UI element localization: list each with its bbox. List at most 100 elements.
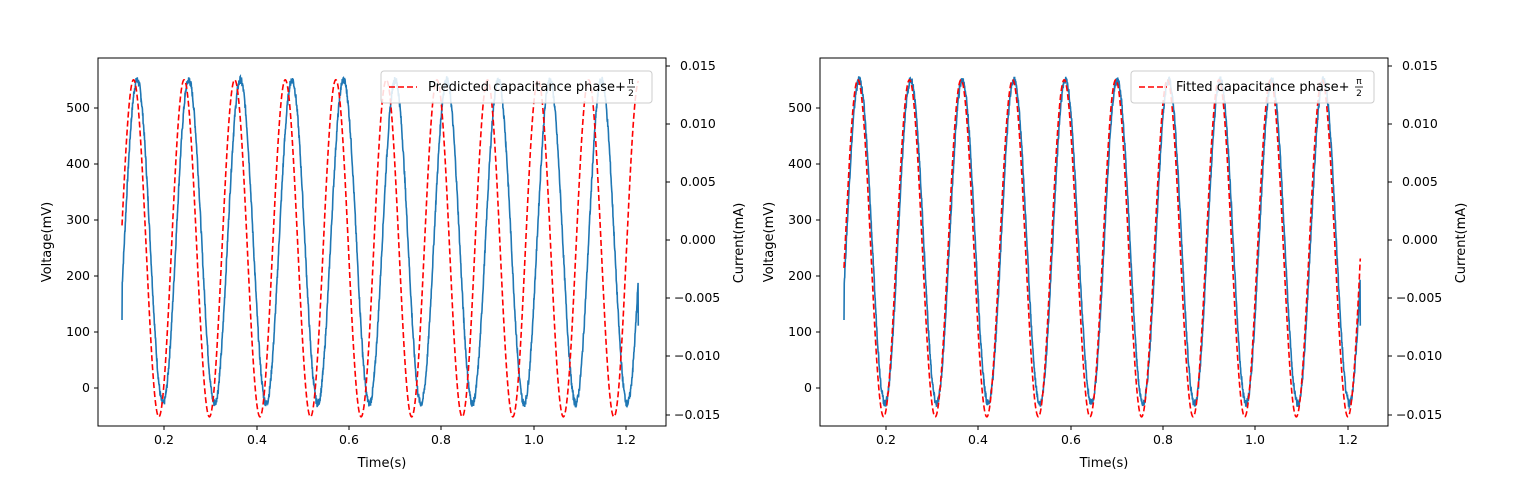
y-tick-label: 500	[788, 100, 812, 115]
x-tick-right: 0.2	[876, 426, 896, 447]
legend-math-denominator: 2	[628, 89, 634, 99]
y-tick-label-right: 0.005	[1402, 174, 1438, 189]
y-tick-label-right: −0.015	[674, 407, 720, 422]
legend-entry: Predicted capacitance phase+	[428, 80, 626, 95]
y-tick-left: 100	[66, 324, 98, 339]
x-axis-label-right: Time(s)	[1079, 456, 1129, 471]
x-axis-label-left: Time(s)	[357, 456, 407, 471]
y-tick-label: 400	[66, 156, 90, 171]
y-tick-left: 400	[788, 156, 820, 171]
y-axis-label-left: Voltage(mV)	[40, 202, 55, 282]
y-tick-left: 200	[66, 268, 98, 283]
x-tick-label: 0.8	[431, 432, 451, 447]
y-tick-right: 0.015	[1388, 58, 1438, 73]
y-tick-label-right: 0.005	[680, 174, 716, 189]
y-tick-right: 0.005	[1388, 174, 1438, 189]
x-tick-right: 1.2	[1338, 426, 1358, 447]
y-tick-left: 500	[66, 100, 98, 115]
y-tick-right: −0.005	[666, 290, 720, 305]
y-tick-label-right: 0.015	[680, 58, 716, 73]
y-tick-label: 200	[66, 268, 90, 283]
y-axis-label-left: Voltage(mV)	[762, 202, 777, 282]
y-tick-label-right: −0.010	[674, 348, 720, 363]
y-tick-label: 300	[66, 212, 90, 227]
y-tick-label-right: 0.000	[680, 232, 716, 247]
x-tick-left: 1.2	[616, 426, 636, 447]
legend-box	[1130, 70, 1375, 104]
chart-left: 0.2 0.4 0.6 0.8 1.0 1.2 Time(s) 0 100 20…	[40, 57, 747, 471]
y-axis-label-right: Current(mA)	[732, 203, 747, 284]
x-axis-right: 0.2 0.4 0.6 0.8 1.0 1.2 Time(s)	[876, 426, 1358, 471]
x-tick-left: 0.4	[247, 426, 267, 447]
x-tick-label: 1.2	[616, 432, 636, 447]
x-tick-label: 1.0	[1245, 432, 1265, 447]
y-tick-right: −0.010	[666, 348, 720, 363]
legend-math-numerator: π	[1356, 77, 1362, 87]
current-series-right	[843, 78, 1362, 418]
plot-frame-left	[97, 57, 667, 427]
y-tick-right: −0.005	[1388, 290, 1442, 305]
legend-left: Predicted capacitance phase+ π 2	[380, 70, 653, 104]
y-tick-label: 0	[804, 380, 812, 395]
y-tick-label-right: −0.010	[1396, 348, 1442, 363]
x-tick-label: 0.4	[247, 432, 267, 447]
y-tick-label-right: 0.015	[1402, 58, 1438, 73]
y-tick-label-right: −0.005	[1396, 290, 1442, 305]
plot-area-right	[819, 57, 1389, 427]
x-tick-left: 0.8	[431, 426, 451, 447]
x-tick-label: 1.2	[1338, 432, 1358, 447]
y-tick-label: 400	[788, 156, 812, 171]
y-axis-left-chart-left: 0 100 200 300 400 500 Voltage(mV)	[40, 100, 98, 395]
y-axis-right-chart-left: −0.015 −0.010 −0.005 0.000 0.005 0.010 0…	[666, 58, 747, 422]
x-tick-right: 0.4	[968, 426, 988, 447]
y-tick-left: 300	[66, 212, 98, 227]
y-tick-label: 0	[82, 380, 90, 395]
chart-right: 0.2 0.4 0.6 0.8 1.0 1.2 Time(s) 0 100 20…	[762, 57, 1469, 471]
y-axis-right-chart-right: −0.015 −0.010 −0.005 0.000 0.005 0.010 0…	[1388, 58, 1469, 422]
y-tick-right: 0.010	[666, 116, 716, 131]
y-tick-label: 200	[788, 268, 812, 283]
x-tick-left: 1.0	[524, 426, 544, 447]
x-tick-label: 0.2	[876, 432, 896, 447]
x-axis-left: 0.2 0.4 0.6 0.8 1.0 1.2 Time(s)	[154, 426, 636, 471]
plot-area-left	[97, 57, 667, 427]
plot-frame-right	[819, 57, 1389, 427]
y-tick-right: 0.015	[666, 58, 716, 73]
y-tick-right: 0.000	[666, 232, 716, 247]
x-tick-label: 0.6	[339, 432, 359, 447]
y-tick-label: 500	[66, 100, 90, 115]
y-tick-label-right: 0.010	[1402, 116, 1438, 131]
x-tick-label: 1.0	[524, 432, 544, 447]
y-tick-right: −0.015	[666, 407, 720, 422]
y-tick-label-right: −0.005	[674, 290, 720, 305]
y-tick-right: 0.005	[666, 174, 716, 189]
legend-entry: Fitted capacitance phase+	[1176, 80, 1350, 95]
current-series-left	[121, 78, 640, 418]
y-tick-left: 400	[66, 156, 98, 171]
y-tick-label-right: −0.015	[1396, 407, 1442, 422]
x-tick-right: 0.6	[1061, 426, 1081, 447]
y-tick-right: −0.010	[1388, 348, 1442, 363]
y-tick-right: 0.000	[1388, 232, 1438, 247]
y-tick-label-right: 0.000	[1402, 232, 1438, 247]
x-tick-label: 0.2	[154, 432, 174, 447]
y-tick-left: 500	[788, 100, 820, 115]
x-tick-label: 0.8	[1153, 432, 1173, 447]
legend-right: Fitted capacitance phase+ π 2	[1130, 70, 1375, 104]
legend-box	[380, 70, 653, 104]
y-tick-left: 300	[788, 212, 820, 227]
y-tick-left: 0	[804, 380, 820, 395]
legend-math-numerator: π	[628, 77, 634, 87]
y-tick-label: 100	[788, 324, 812, 339]
y-tick-label: 100	[66, 324, 90, 339]
y-tick-right: −0.015	[1388, 407, 1442, 422]
x-tick-right: 1.0	[1245, 426, 1265, 447]
y-tick-label: 300	[788, 212, 812, 227]
y-tick-right: 0.010	[1388, 116, 1438, 131]
x-tick-right: 0.8	[1153, 426, 1173, 447]
legend-math-denominator: 2	[1356, 89, 1362, 99]
y-tick-left: 200	[788, 268, 820, 283]
y-tick-left: 0	[82, 380, 98, 395]
x-tick-left: 0.6	[339, 426, 359, 447]
